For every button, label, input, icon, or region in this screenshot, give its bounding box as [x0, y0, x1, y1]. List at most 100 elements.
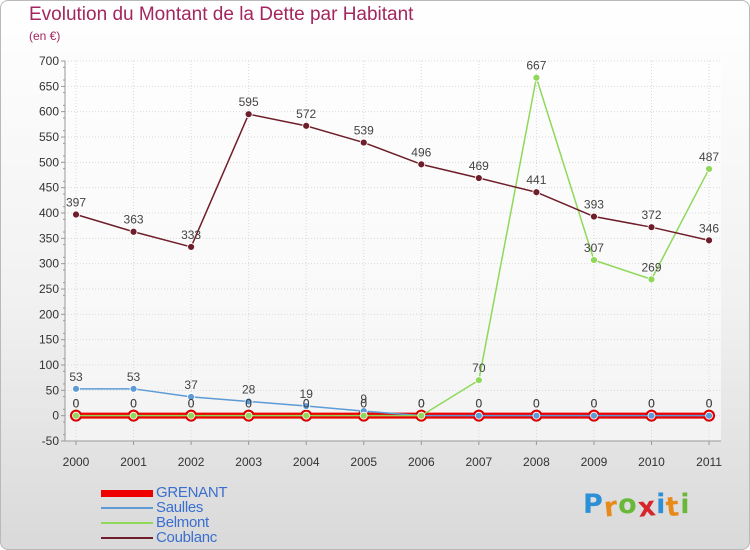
data-label-grenant: 0	[188, 397, 195, 411]
y-tick-label: 450	[39, 181, 59, 195]
data-label-grenant: 0	[245, 397, 252, 411]
plot-area	[65, 61, 721, 441]
data-point-coublanc	[590, 212, 598, 221]
x-tick-label: 2002	[178, 455, 205, 469]
x-tick-label: 2007	[465, 455, 492, 469]
data-label-belmont: 487	[699, 150, 719, 164]
data-point-coublanc	[302, 121, 311, 130]
data-point-belmont	[532, 73, 541, 82]
data-label-belmont: 0	[245, 397, 252, 411]
y-tick-label: 400	[39, 206, 59, 220]
data-point-saulles	[532, 411, 541, 420]
data-label-grenant: 0	[73, 397, 80, 411]
data-label-coublanc: 539	[354, 124, 374, 138]
data-label-saulles: 0	[533, 397, 540, 411]
data-label-grenant: 0	[418, 397, 425, 411]
y-tick-label: 550	[39, 130, 59, 144]
data-label-coublanc: 595	[239, 95, 259, 109]
data-label-coublanc: 572	[296, 107, 316, 121]
data-label-belmont: 0	[130, 397, 137, 411]
data-point-belmont	[417, 411, 426, 420]
y-tick-label: 50	[46, 383, 60, 397]
x-tick-label: 2009	[581, 455, 608, 469]
data-point-belmont	[72, 411, 80, 420]
data-point-belmont	[590, 256, 598, 265]
x-tick-label: 2010	[638, 455, 665, 469]
legend-swatch	[101, 489, 153, 497]
data-label-saulles: 0	[648, 397, 655, 411]
legend-swatch	[101, 522, 153, 524]
legend-swatch	[101, 537, 153, 539]
data-label-coublanc: 333	[181, 228, 201, 242]
data-point-belmont	[474, 376, 483, 385]
data-point-coublanc	[244, 110, 253, 119]
data-point-coublanc	[417, 160, 426, 169]
data-label-belmont: 307	[584, 241, 604, 255]
data-label-saulles: 37	[184, 378, 198, 392]
data-label-coublanc: 469	[469, 159, 489, 173]
x-tick-label: 2008	[523, 455, 550, 469]
data-point-saulles	[72, 384, 80, 393]
data-point-saulles	[244, 397, 253, 406]
data-label-saulles: 0	[591, 397, 598, 411]
chart-title: Evolution du Montant de la Dette par Hab…	[29, 4, 414, 25]
series-line-coublanc	[75, 113, 710, 248]
data-label-grenant: 0	[533, 397, 540, 411]
x-tick-label: 2001	[120, 455, 147, 469]
y-tick-label: 300	[39, 257, 59, 271]
legend-label: Saulles	[156, 499, 204, 516]
data-point-belmont	[187, 411, 196, 420]
data-label-belmont: 0	[188, 397, 195, 411]
series-line-saulles	[76, 388, 710, 417]
data-label-saulles: 0	[706, 397, 713, 411]
y-tick-label: 700	[39, 54, 59, 68]
data-label-saulles: 28	[242, 382, 256, 396]
y-tick-label: 0	[52, 409, 59, 423]
legend-swatch	[101, 507, 153, 509]
series-line-belmont	[76, 76, 710, 417]
data-label-coublanc: 496	[411, 145, 431, 159]
data-label-grenant: 0	[303, 397, 310, 411]
data-label-coublanc: 441	[526, 173, 546, 187]
data-label-belmont: 0	[73, 397, 80, 411]
y-tick-label: 650	[39, 79, 59, 93]
data-label-saulles: 9	[360, 392, 367, 406]
data-point-belmont	[302, 411, 311, 420]
legend-label: GRENANT	[156, 484, 228, 501]
legend-label: Coublanc	[156, 529, 217, 546]
data-label-belmont: 70	[472, 361, 486, 375]
y-tick-label: 100	[39, 358, 59, 372]
data-label-grenant: 0	[706, 397, 713, 411]
data-label-saulles: 0	[476, 397, 483, 411]
data-label-coublanc: 346	[699, 221, 719, 235]
data-point-saulles	[705, 411, 713, 420]
x-tick-label: 2011	[696, 455, 722, 469]
data-point-coublanc	[705, 236, 713, 245]
y-tick-label: 250	[39, 282, 59, 296]
data-label-grenant: 0	[648, 397, 655, 411]
data-point-coublanc	[532, 188, 541, 197]
x-tick-label: 2000	[63, 455, 90, 469]
data-point-coublanc	[72, 210, 80, 219]
data-label-belmont: 0	[418, 397, 425, 411]
data-point-belmont	[359, 411, 368, 420]
data-point-saulles	[129, 384, 138, 393]
y-tick-label: 150	[39, 333, 59, 347]
data-point-coublanc	[129, 227, 138, 236]
y-tick-label: -50	[42, 434, 60, 448]
y-tick-label: 600	[39, 105, 59, 119]
data-label-grenant: 0	[591, 397, 598, 411]
data-label-belmont: 269	[641, 260, 661, 274]
data-label-saulles: 0	[418, 397, 425, 411]
legend-label: Belmont	[156, 514, 209, 531]
x-tick-label: 2005	[350, 455, 377, 469]
data-label-coublanc: 363	[124, 213, 144, 227]
x-tick-label: 2004	[293, 455, 320, 469]
data-point-saulles	[474, 411, 483, 420]
x-tick-label: 2006	[408, 455, 435, 469]
data-point-coublanc	[474, 174, 483, 182]
x-tick-label: 2003	[235, 455, 262, 469]
data-point-belmont	[705, 165, 713, 173]
